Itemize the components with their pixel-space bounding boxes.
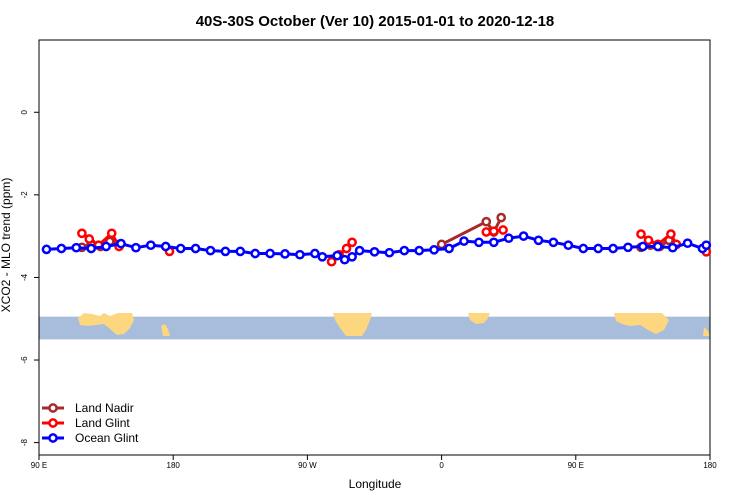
- data-point: [638, 241, 648, 252]
- landmass: [333, 313, 372, 336]
- data-point: [548, 237, 559, 248]
- data-point: [131, 242, 141, 253]
- data-point: [317, 251, 328, 262]
- landmass: [161, 324, 170, 336]
- y-tick-label: -4: [20, 273, 29, 281]
- data-point: [265, 248, 275, 259]
- data-point: [310, 248, 320, 259]
- data-point: [280, 249, 290, 259]
- data-point: [295, 249, 305, 260]
- y-tick-label: -2: [20, 191, 29, 199]
- legend-swatch-marker: [48, 433, 58, 443]
- y-tick-label: -6: [20, 356, 29, 364]
- data-point: [339, 254, 350, 265]
- data-point: [347, 237, 357, 248]
- y-tick-label: 0: [20, 109, 29, 114]
- ocean-band: [39, 316, 710, 340]
- data-point: [41, 244, 52, 255]
- landmass: [78, 313, 134, 335]
- data-point: [369, 246, 380, 257]
- data-point: [341, 243, 352, 254]
- data-point: [667, 242, 678, 253]
- data-point: [399, 245, 410, 256]
- data-point: [106, 228, 117, 239]
- data-point: [347, 251, 357, 262]
- legend-swatch-marker: [48, 418, 58, 428]
- data-point: [190, 243, 201, 254]
- x-tick-label: 0: [439, 461, 444, 470]
- data-point: [220, 246, 231, 257]
- legend-swatch-marker: [48, 403, 58, 413]
- y-axis: 0 -2 -4 -6 -8: [20, 109, 39, 446]
- series: [41, 231, 712, 265]
- data-point: [145, 240, 156, 251]
- data-point: [533, 235, 544, 246]
- data-point: [414, 245, 425, 256]
- data-point: [701, 240, 712, 251]
- data-point: [235, 246, 246, 257]
- landmass: [703, 327, 710, 336]
- data-point: [175, 243, 186, 254]
- chart-title: 40S-30S October (Ver 10) 2015-01-01 to 2…: [196, 13, 555, 30]
- data-point: [474, 237, 484, 248]
- landmass: [468, 313, 490, 324]
- data-point: [444, 243, 454, 254]
- data-point: [459, 236, 469, 246]
- data-point: [250, 248, 261, 259]
- data-point: [563, 240, 574, 251]
- data-point: [436, 239, 447, 250]
- data-point: [86, 243, 97, 254]
- data-point: [643, 235, 654, 246]
- data-point: [498, 225, 508, 235]
- data-point: [481, 227, 492, 237]
- x-tick-label: 180: [703, 461, 717, 470]
- data-point: [488, 226, 499, 237]
- data-point: [77, 228, 87, 239]
- y-axis-label: XCO2 - MLO trend (ppm): [0, 178, 13, 313]
- data-point: [503, 233, 514, 244]
- data-point: [518, 231, 529, 241]
- data-point: [578, 243, 589, 254]
- map-band: [39, 313, 710, 340]
- data-point: [354, 245, 365, 256]
- data-point: [623, 242, 633, 253]
- series-layer: [41, 212, 712, 267]
- data-point: [593, 243, 604, 254]
- x-tick-label: 90 E: [31, 461, 47, 470]
- data-point: [652, 241, 663, 252]
- data-point: [682, 238, 693, 249]
- data-point: [160, 241, 171, 252]
- legend-label: Land Glint: [75, 416, 130, 430]
- data-point: [56, 243, 67, 254]
- x-tick-label: 90 E: [568, 461, 584, 470]
- data-point: [496, 212, 507, 223]
- data-point: [326, 256, 337, 267]
- data-point: [608, 243, 618, 254]
- data-point: [636, 229, 646, 239]
- y-tick-label: -8: [20, 439, 29, 447]
- data-point: [429, 244, 439, 255]
- data-point: [116, 238, 126, 249]
- legend-label: Land Nadir: [75, 401, 134, 415]
- series-line: [440, 216, 503, 246]
- data-point: [205, 245, 216, 256]
- data-point: [488, 237, 499, 248]
- data-point: [332, 250, 343, 261]
- data-point: [384, 247, 395, 258]
- legend-label: Ocean Glint: [75, 431, 139, 445]
- x-tick-label: 90 W: [298, 461, 317, 470]
- x-axis: 90 E 180 90 W 0 90 E 180: [31, 455, 717, 470]
- data-point: [666, 229, 676, 239]
- data-point: [71, 242, 82, 253]
- data-point: [481, 216, 492, 227]
- x-axis-label: Longitude: [349, 477, 402, 491]
- data-point: [101, 241, 111, 252]
- data-point: [84, 234, 95, 244]
- x-tick-label: 180: [167, 461, 181, 470]
- landmass: [614, 313, 669, 334]
